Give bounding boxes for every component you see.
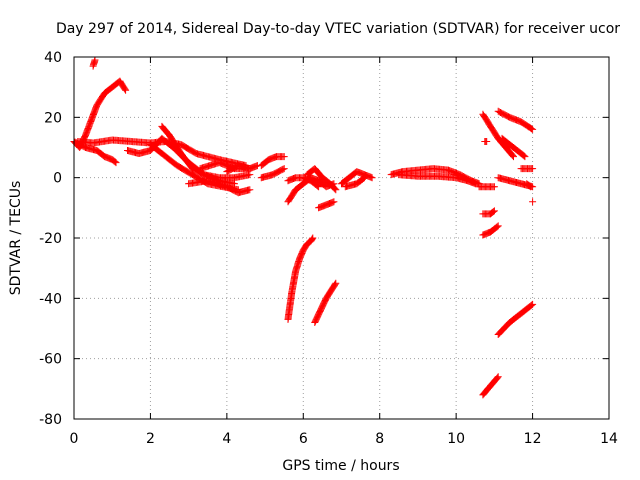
data-point [331, 185, 339, 193]
data-point [528, 125, 535, 133]
y-tick-label: -80 [39, 412, 62, 428]
data-point [360, 174, 368, 182]
data-point [330, 184, 338, 192]
data-point [112, 159, 120, 167]
y-axis-title: SDTVAR / TECUs [8, 181, 24, 296]
data-point [280, 153, 288, 161]
y-tick-label: -60 [39, 352, 62, 368]
data-point [490, 207, 498, 215]
data-point [315, 183, 323, 191]
data-point [527, 183, 535, 191]
data-point [111, 158, 119, 166]
data-point [309, 234, 317, 242]
grid [74, 57, 609, 419]
data-point [493, 375, 501, 383]
data-point [490, 183, 498, 191]
y-tick-label: 0 [53, 171, 62, 187]
data-point [493, 223, 501, 231]
y-tick-label: -40 [39, 291, 62, 307]
data-point [529, 125, 537, 133]
data-point [529, 165, 537, 173]
y-tick-label: 20 [44, 110, 62, 126]
x-axis-title: GPS time / hours [282, 458, 399, 474]
data-point [471, 180, 479, 188]
data-point [509, 152, 517, 160]
data-points [70, 56, 537, 399]
data-point [332, 279, 340, 287]
x-tick-label: 0 [70, 431, 79, 447]
data-point [489, 208, 497, 216]
data-point [331, 280, 339, 288]
data-point [520, 152, 528, 160]
data-point [526, 182, 534, 190]
chart-title: Day 297 of 2014, Sidereal Day-to-day VTE… [56, 21, 620, 37]
data-point [91, 56, 99, 64]
data-point [279, 165, 287, 173]
x-tick-label: 10 [447, 431, 465, 447]
data-point [528, 301, 536, 309]
x-tick-label: 14 [600, 431, 618, 447]
data-point [308, 235, 316, 243]
y-tick-label: 40 [44, 50, 62, 66]
data-point [521, 153, 529, 161]
data-point [332, 186, 340, 194]
data-point [280, 165, 288, 173]
data-point [494, 222, 502, 230]
data-point [360, 174, 367, 182]
data-point [330, 198, 338, 206]
data-point [121, 85, 129, 93]
x-tick-label: 12 [524, 431, 542, 447]
y-tick-label: -20 [39, 231, 62, 247]
data-point [510, 153, 517, 161]
data-point [493, 374, 501, 382]
x-tick-label: 6 [299, 431, 308, 447]
data-point [494, 373, 502, 381]
x-tick-label: 8 [375, 431, 384, 447]
data-point [368, 174, 376, 182]
data-point [483, 138, 491, 145]
data-point [529, 198, 537, 206]
data-point [314, 182, 322, 190]
x-tick-label: 4 [222, 431, 231, 447]
data-point [246, 171, 254, 179]
axis-ticks: 0 2 4 6 8 10 12 14 -80 -60 -40 -20 0 20 40 [39, 50, 618, 447]
data-point [246, 165, 254, 173]
data-point [122, 86, 130, 94]
x-tick-label: 2 [146, 431, 155, 447]
data-point [246, 186, 254, 194]
data-point [529, 300, 537, 308]
